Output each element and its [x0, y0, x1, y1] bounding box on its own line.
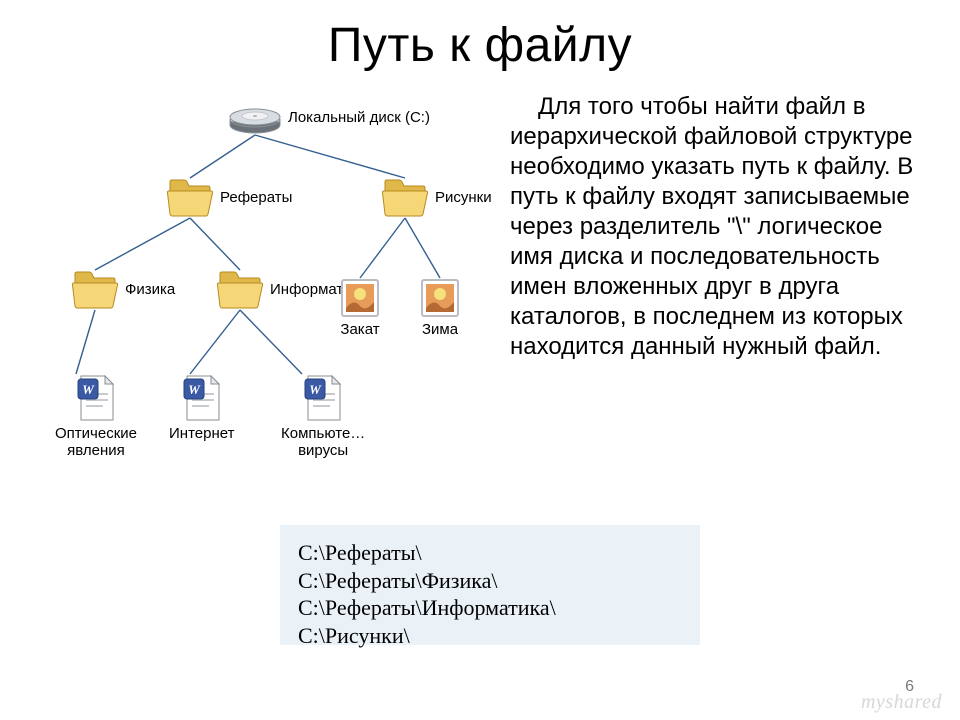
- tree-node-informatika: Информатика: [216, 270, 264, 310]
- tree-edge: [255, 135, 405, 178]
- tree-node-label: Физика: [125, 282, 175, 299]
- tree-edge: [190, 135, 255, 178]
- tree-node-label: Рисунки: [435, 190, 492, 207]
- tree-edge: [405, 218, 440, 278]
- body-paragraph: Для того чтобы найти файл в иерархическо…: [510, 92, 930, 362]
- word-icon: W: [75, 374, 117, 422]
- svg-text:W: W: [309, 382, 322, 397]
- image-icon: [340, 278, 380, 318]
- tree-node-risunki: Рисунки: [381, 178, 429, 218]
- disk-icon: [228, 101, 282, 135]
- tree-edge: [190, 310, 240, 374]
- folder-icon: [216, 270, 264, 310]
- tree-node-zakat: Закат: [340, 278, 380, 339]
- tree-edge: [360, 218, 405, 278]
- tree-node-label: Зима: [422, 322, 458, 339]
- tree-node-label: Оптические явления: [55, 426, 137, 459]
- file-tree-diagram: Локальный диск (С:) Рефераты Рисунки Физика…: [40, 100, 500, 500]
- svg-text:W: W: [188, 382, 201, 397]
- word-icon: W: [302, 374, 344, 422]
- tree-edge: [190, 218, 240, 270]
- tree-node-fizika: Физика: [71, 270, 119, 310]
- tree-node-label: Компьюте… вирусы: [281, 426, 365, 459]
- tree-edge: [76, 310, 95, 374]
- tree-node-referaty: Рефераты: [166, 178, 214, 218]
- tree-edge: [240, 310, 302, 374]
- file-path-line: С:\Рефераты\: [298, 539, 682, 567]
- tree-node-label: Закат: [340, 322, 379, 339]
- svg-text:W: W: [82, 382, 95, 397]
- tree-node-root: Локальный диск (С:): [228, 101, 282, 135]
- tree-node-opticheskie: W Оптические явления: [55, 374, 137, 459]
- word-icon: W: [181, 374, 223, 422]
- file-path-line: С:\Рефераты\Физика\: [298, 567, 682, 595]
- tree-node-zima: Зима: [420, 278, 460, 339]
- image-icon: [420, 278, 460, 318]
- file-paths-box: С:\Рефераты\С:\Рефераты\Физика\С:\Рефера…: [280, 525, 700, 645]
- folder-icon: [71, 270, 119, 310]
- file-path-line: С:\Рисунки\: [298, 622, 682, 650]
- folder-icon: [381, 178, 429, 218]
- tree-node-label: Рефераты: [220, 190, 292, 207]
- tree-edge: [95, 218, 190, 270]
- tree-node-label: Локальный диск (С:): [288, 110, 430, 127]
- tree-node-virusy: W Компьюте… вирусы: [281, 374, 365, 459]
- file-path-line: С:\Рефераты\Информатика\: [298, 594, 682, 622]
- tree-node-internet: W Интернет: [169, 374, 234, 443]
- tree-node-label: Интернет: [169, 426, 234, 443]
- folder-icon: [166, 178, 214, 218]
- watermark: myshared: [861, 691, 942, 714]
- page-title: Путь к файлу: [0, 18, 960, 73]
